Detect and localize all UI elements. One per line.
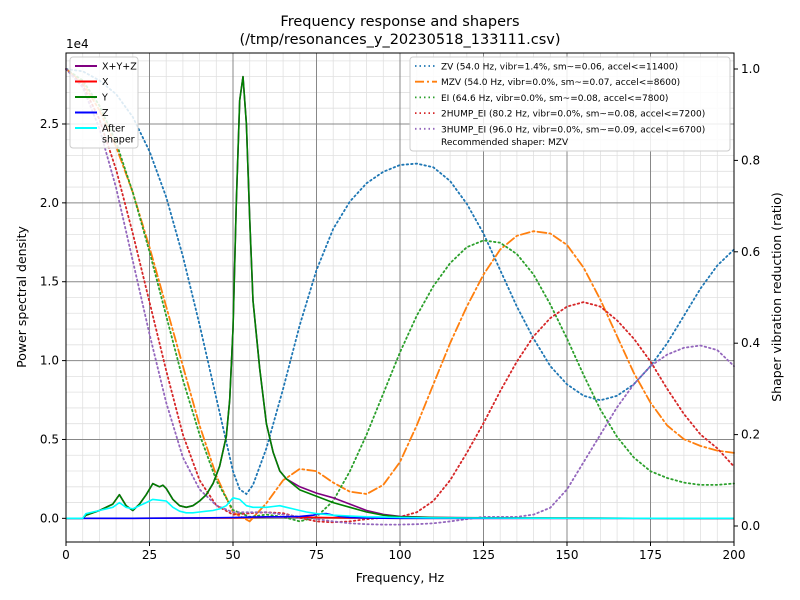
shaper-line-ei	[65, 68, 735, 523]
psd-legend-label: Y	[101, 93, 108, 104]
y-tick-label: 2.0	[40, 196, 59, 210]
shaper-legend-label: 3HUMP_EI (96.0 Hz, vibr=0.0%, sm~=0.09, …	[441, 125, 705, 135]
x-tick-label: 50	[225, 548, 240, 562]
y2-tick-label: 0.6	[741, 245, 760, 259]
chart-subtitle: (/tmp/resonances_y_20230518_133111.csv)	[239, 32, 560, 48]
y-axis-ticks: 0.0 0.5 1.0 1.5 2.0 2.5	[40, 117, 66, 525]
x-tick-label: 0	[62, 548, 70, 562]
y-tick-label: 1.5	[40, 275, 59, 289]
shaper-legend-label: ZV (54.0 Hz, vibr=1.4%, sm~=0.06, accel<…	[441, 63, 678, 73]
psd-line-y	[66, 75, 734, 520]
psd-lines	[66, 75, 734, 520]
y-tick-label: 0.0	[40, 511, 59, 525]
shaper-legend-box	[409, 56, 731, 152]
x-tick-label: 75	[309, 548, 324, 562]
x-axis-ticks: 0 25 50 75 100 125 150 175 200	[62, 542, 745, 562]
y-tick-label: 2.5	[40, 117, 59, 131]
x-tick-label: 175	[639, 548, 662, 562]
x-tick-label: 200	[723, 548, 746, 562]
psd-line-after-shaper	[66, 496, 734, 520]
y2-tick-label: 1.0	[741, 62, 760, 76]
psd-legend-label: After shaper	[102, 124, 135, 146]
y-tick-label: 1.0	[40, 354, 59, 368]
shaper-legend-label: 2HUMP_EI (80.2 Hz, vibr=0.0%, sm~=0.08, …	[441, 110, 705, 120]
y-axis-label: Power spectral density	[14, 226, 29, 368]
psd-legend-box	[69, 56, 139, 149]
shaper-line-mzv	[65, 68, 735, 523]
shaper-line-3hump-ei	[65, 68, 735, 526]
shaper-legend-label: MZV (54.0 Hz, vibr=0.0%, sm~=0.07, accel…	[441, 78, 680, 88]
y2-axis-ticks: 0.0 0.2 0.4 0.6 0.8 1.0	[734, 62, 760, 533]
recommended-shaper-note: Recommended shaper: MZV	[441, 138, 569, 148]
psd-legend: X+Y+Z XYZ After shaper	[69, 56, 139, 149]
y2-tick-label: 0.2	[741, 428, 760, 442]
y-tick-label: 0.5	[40, 432, 59, 446]
psd-legend-label: X	[102, 77, 109, 88]
x-tick-label: 125	[472, 548, 495, 562]
y2-tick-label: 0.0	[741, 519, 760, 533]
y2-tick-label: 0.8	[741, 153, 760, 167]
y-scale-label: 1e4	[66, 37, 89, 51]
x-tick-label: 150	[556, 548, 579, 562]
chart-title: Frequency response and shapers	[280, 14, 519, 30]
psd-legend-label: Z	[102, 108, 109, 119]
shaper-line-zv	[65, 68, 735, 496]
x-tick-label: 100	[389, 548, 412, 562]
x-axis-label: Frequency, Hz	[356, 570, 445, 585]
psd-legend-label: X+Y+Z	[102, 62, 137, 73]
y2-tick-label: 0.4	[741, 336, 760, 350]
shaper-legend: ZV (54.0 Hz, vibr=1.4%, sm~=0.06, accel<…	[409, 56, 731, 152]
shaper-legend-label: EI (64.6 Hz, vibr=0.0%, sm~=0.08, accel<…	[441, 94, 668, 104]
x-tick-label: 25	[142, 548, 157, 562]
y2-axis-label: Shaper vibration reduction (ratio)	[769, 192, 784, 402]
